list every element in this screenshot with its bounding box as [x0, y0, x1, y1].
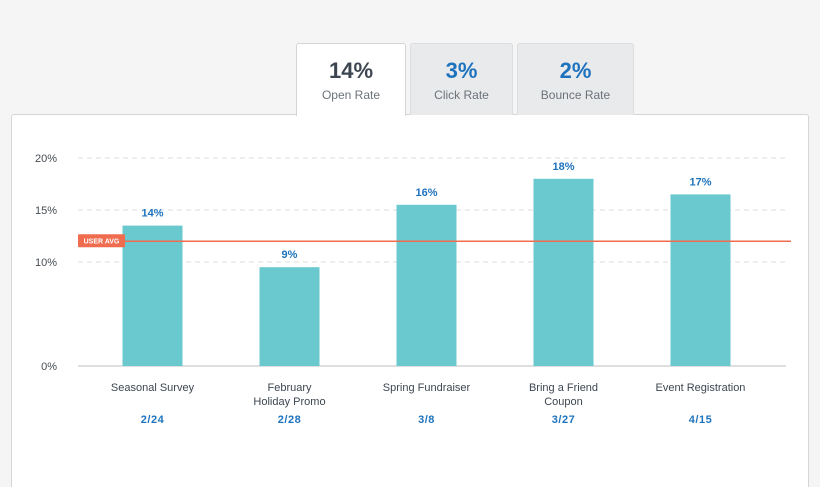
- y-tick-label: 20%: [35, 153, 57, 165]
- bar-value-label: 16%: [415, 187, 437, 199]
- tab-open-rate[interactable]: 14% Open Rate: [296, 43, 406, 116]
- category-label: Bring a Friend: [529, 382, 598, 394]
- click-rate-value: 3%: [445, 57, 478, 83]
- category-label: Holiday Promo: [253, 396, 325, 408]
- date-label: 2/24: [141, 414, 165, 426]
- y-tick-label: 15%: [35, 205, 57, 217]
- user-avg-badge: [78, 234, 125, 248]
- y-tick-label: 0%: [41, 361, 57, 373]
- bar: [259, 267, 320, 366]
- click-rate-label: Click Rate: [434, 87, 489, 102]
- category-label: Coupon: [544, 396, 583, 408]
- date-label: 3/8: [418, 414, 435, 426]
- open-rate-value: 14%: [328, 58, 374, 83]
- bounce-rate-label: Bounce Rate: [540, 87, 611, 102]
- user-avg-label: USER AVG: [84, 239, 120, 246]
- category-label: February: [267, 382, 312, 394]
- bounce-rate-value: 2%: [559, 57, 592, 83]
- category-label: Event Registration: [656, 382, 746, 394]
- date-label: 2/28: [278, 414, 301, 426]
- date-label: 3/27: [552, 414, 575, 426]
- date-label: 4/15: [689, 414, 712, 426]
- bar-value-label: 14%: [141, 208, 163, 220]
- metric-tabs: 14% Open Rate 3% Click Rate 2% Bounce Ra…: [296, 43, 634, 116]
- bar: [670, 194, 731, 366]
- category-label: Spring Fundraiser: [383, 382, 471, 394]
- category-label: Seasonal Survey: [111, 382, 195, 394]
- bar-value-label: 9%: [282, 249, 298, 261]
- open-rate-label: Open Rate: [321, 88, 381, 102]
- bar: [533, 178, 594, 366]
- tab-bounce-rate[interactable]: 2% Bounce Rate: [517, 43, 634, 115]
- bar: [122, 225, 183, 366]
- bar: [396, 204, 457, 366]
- bar-value-label: 17%: [689, 176, 711, 188]
- bar-value-label: 18%: [552, 161, 574, 173]
- y-tick-label: 10%: [35, 257, 57, 269]
- tab-click-rate[interactable]: 3% Click Rate: [410, 43, 513, 115]
